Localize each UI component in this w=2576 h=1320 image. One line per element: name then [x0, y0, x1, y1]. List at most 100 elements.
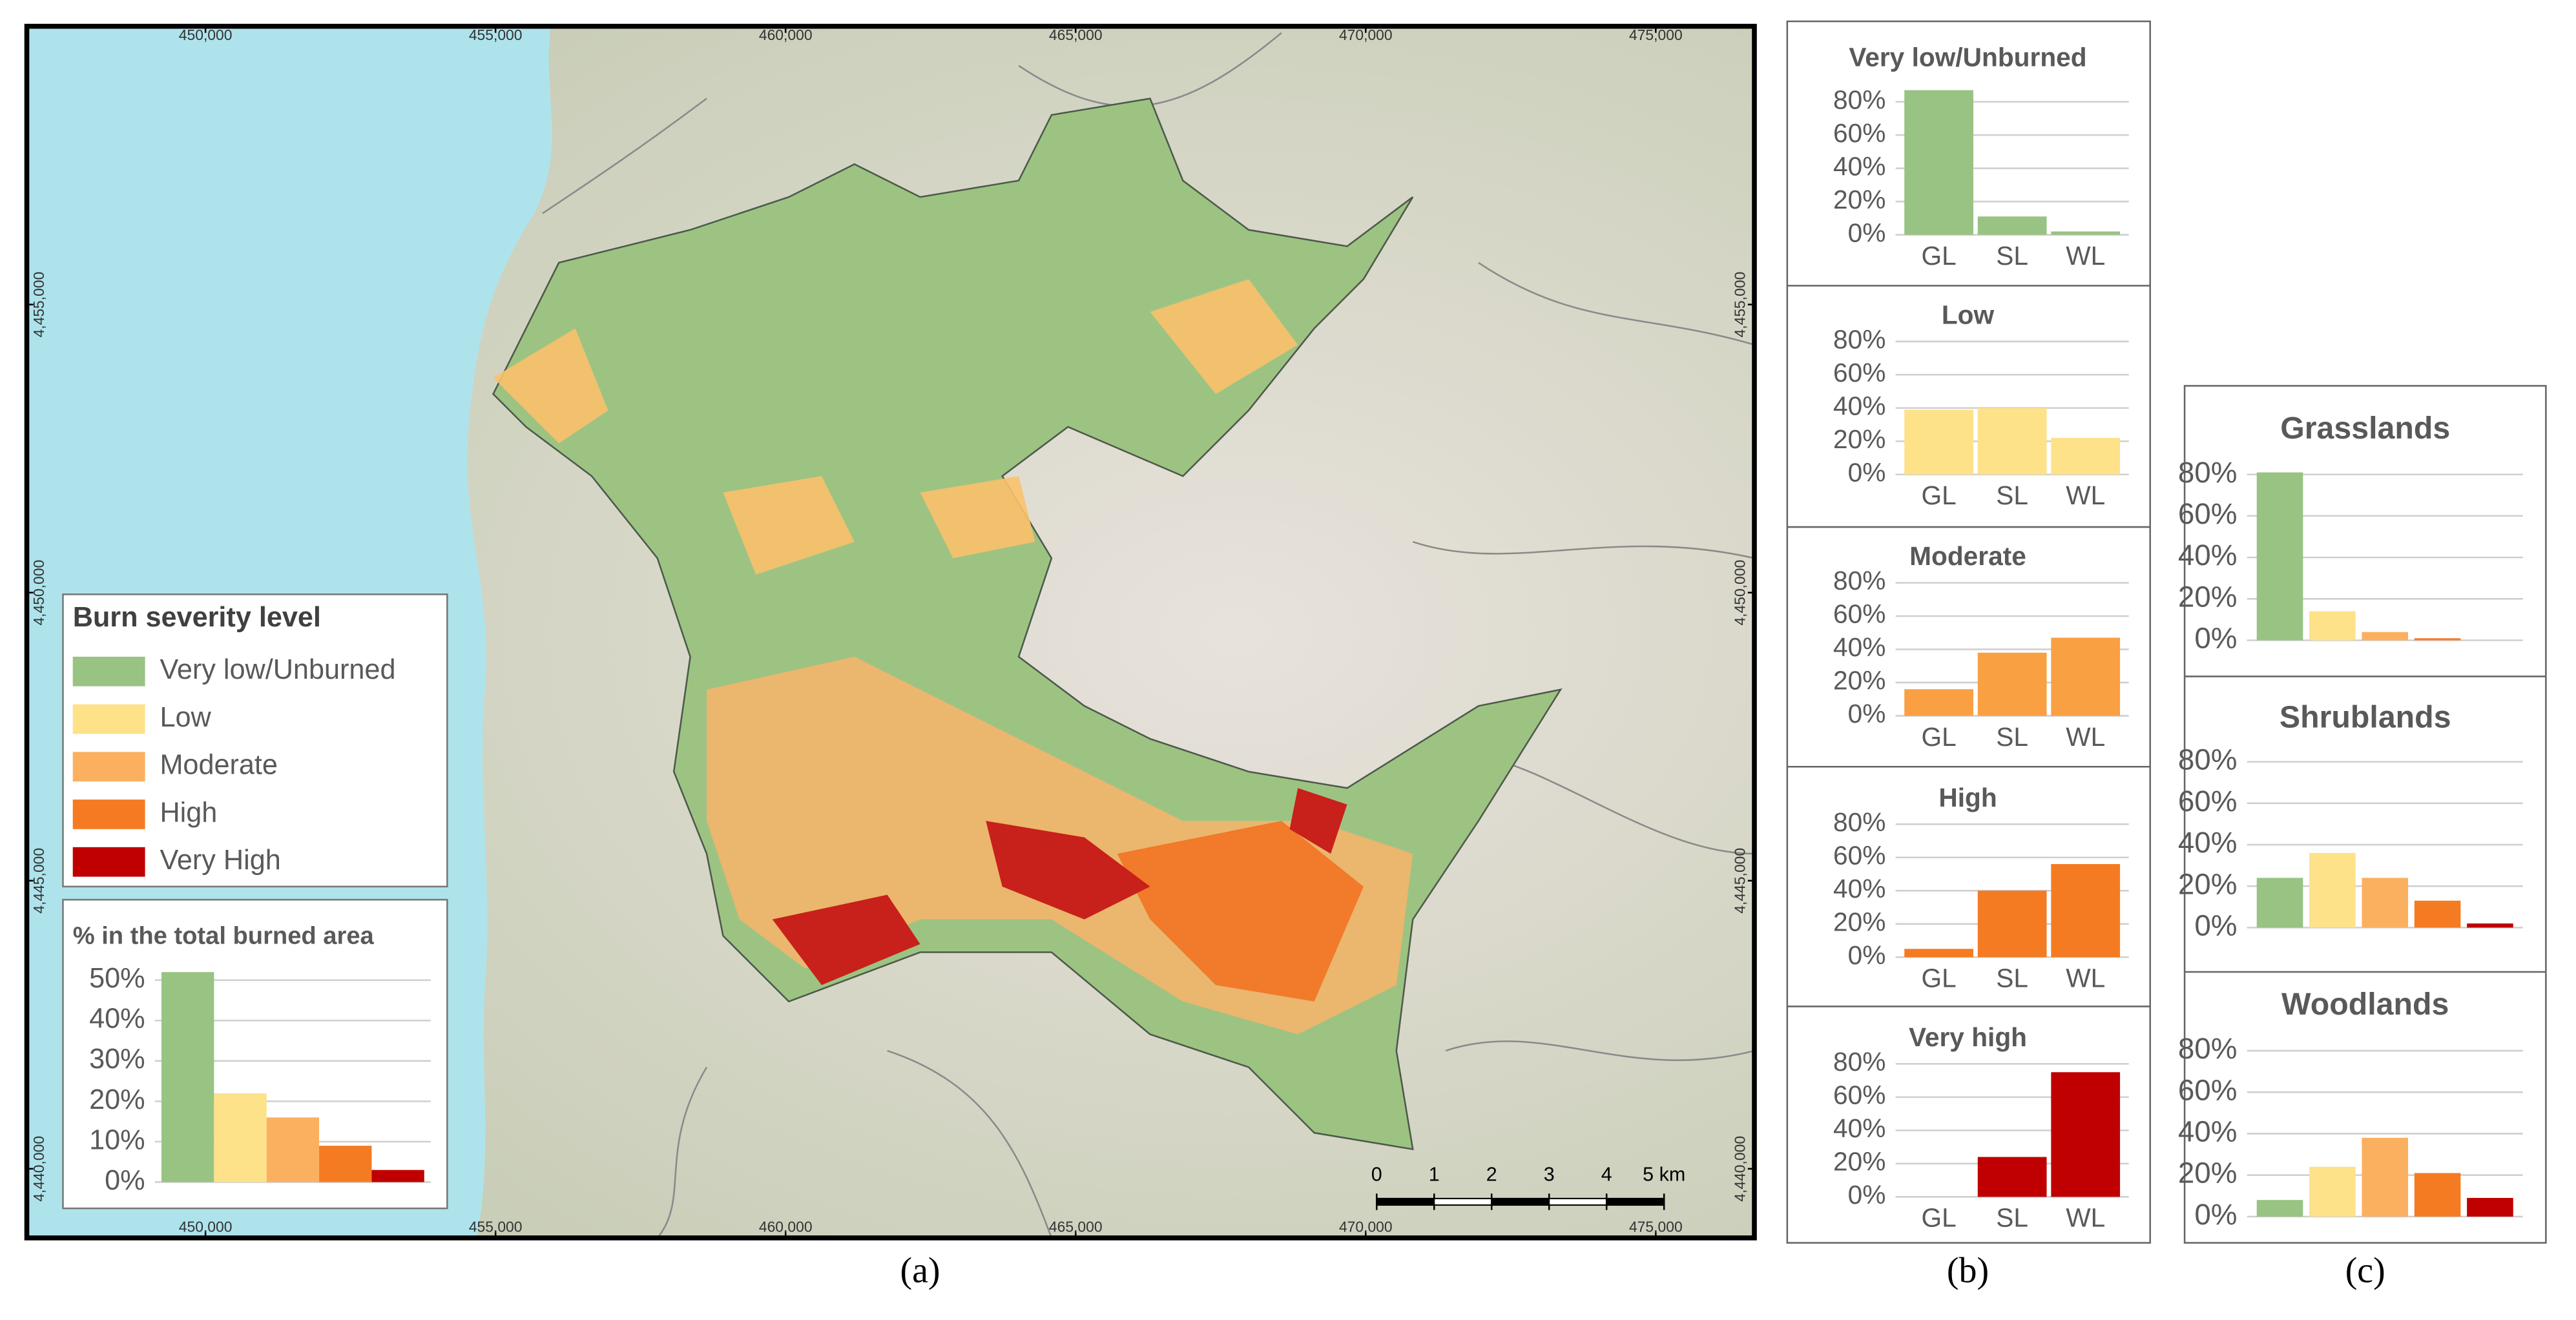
x-tick-label: WL	[2066, 241, 2105, 271]
y-tick-label: 80%	[1833, 807, 1885, 837]
scale-segment	[1548, 1197, 1608, 1206]
bar	[2362, 632, 2409, 641]
y-tick-label: 0%	[1848, 1180, 1886, 1210]
bar	[1904, 689, 1973, 716]
x-tick-label: GL	[1921, 1203, 1956, 1233]
legend-swatch	[72, 704, 145, 734]
y-tick-label: 60%	[1833, 118, 1885, 148]
y-tick-label: 40%	[89, 1004, 145, 1035]
panel-label: (b)	[1947, 1251, 1989, 1291]
panel-b-dividers	[1787, 285, 2150, 1007]
y-tick-label: 20%	[2178, 580, 2238, 613]
y-tick-label: 60%	[2178, 785, 2238, 818]
panel-frames	[1786, 20, 2547, 1244]
y-tick-label: 20%	[1833, 666, 1885, 696]
bar	[2414, 638, 2461, 641]
bar	[2362, 878, 2409, 928]
bar	[1904, 949, 1973, 958]
y-tick-label: 80%	[1833, 325, 1885, 355]
bar	[2051, 864, 2121, 958]
bar	[2256, 472, 2303, 641]
y-tick-label: 60%	[1833, 840, 1885, 870]
x-tick-label: SL	[1996, 963, 2028, 993]
x-tick-label: 450,000	[179, 1219, 233, 1235]
y-tick-label: 20%	[89, 1084, 145, 1115]
y-tick-label: 0%	[2194, 622, 2237, 655]
y-tick-label: 60%	[1833, 1080, 1885, 1110]
bar	[2414, 1173, 2461, 1217]
bar	[2414, 900, 2461, 928]
y-tick-label: 0%	[1848, 457, 1886, 487]
x-tick-label: 465,000	[1049, 26, 1103, 43]
very-high-zone	[772, 788, 1347, 985]
legend-swatch	[72, 656, 145, 686]
y-tick-label: 0%	[1848, 940, 1886, 970]
y-tick-label: 40%	[1833, 632, 1885, 662]
map	[24, 23, 1757, 1241]
y-tick-label: 4,455,000	[30, 272, 47, 338]
scale-label: 4	[1601, 1163, 1612, 1185]
bar	[161, 972, 214, 1182]
y-tick-label: 40%	[2178, 1115, 2238, 1148]
x-tick-label: GL	[1921, 480, 1956, 510]
panel-label: (c)	[2345, 1251, 2385, 1291]
y-tick-label: 4,440,000	[30, 1136, 47, 1202]
x-tick-label: GL	[1921, 963, 1956, 993]
y-tick-label: 4,445,000	[30, 848, 47, 914]
y-tick-label: 40%	[1833, 874, 1885, 903]
x-tick-label: 455,000	[469, 26, 523, 43]
low-zone	[493, 279, 1298, 575]
legend-label: Moderate	[160, 750, 278, 781]
map-frame	[24, 23, 1757, 1241]
y-tick-label: 80%	[1833, 1047, 1885, 1077]
y-tick-label: 80%	[2178, 456, 2238, 489]
x-tick-label: 475,000	[1629, 1219, 1683, 1235]
bar	[1977, 216, 2047, 235]
bar	[2051, 637, 2121, 716]
legend-swatch	[72, 752, 145, 782]
chart-title: High	[1938, 783, 1997, 812]
x-tick-label: 460,000	[759, 26, 813, 43]
scale-segment	[1606, 1197, 1665, 1206]
scale-label: 5 km	[1643, 1163, 1685, 1185]
legend-box	[62, 593, 448, 888]
chart-title: % in the total burned area	[73, 922, 375, 950]
x-tick-label: WL	[2066, 963, 2105, 993]
y-tick-label: 4,455,000	[1732, 272, 1749, 338]
y-tick-label: 60%	[2178, 1073, 2238, 1106]
bar	[2309, 852, 2356, 928]
bar	[319, 1146, 372, 1182]
bar	[2256, 1200, 2303, 1217]
chart-title: Moderate	[1909, 541, 2026, 571]
high-zone	[1117, 821, 1364, 1002]
bar	[2309, 611, 2356, 641]
bar	[2467, 923, 2513, 928]
x-tick-label: 475,000	[1629, 26, 1683, 43]
x-tick-label: GL	[1921, 241, 1956, 271]
y-tick-label: 0%	[2194, 1198, 2237, 1231]
bar	[2362, 1137, 2409, 1217]
bar	[1904, 409, 1973, 475]
y-tick-label: 80%	[2178, 743, 2238, 776]
y-tick-label: 0%	[1848, 218, 1886, 247]
y-tick-label: 20%	[1833, 907, 1885, 936]
panel-c-dividers	[2185, 675, 2546, 973]
legend-label: Very low/Unburned	[160, 654, 395, 685]
legend-title: Burn severity level	[73, 602, 321, 633]
panel-label: (a)	[900, 1251, 940, 1291]
chart-title: Very low/Unburned	[1849, 42, 2086, 72]
y-tick-label: 20%	[2178, 1157, 2238, 1190]
x-tick-label: 470,000	[1339, 26, 1393, 43]
y-tick-label: 40%	[1833, 151, 1885, 181]
y-tick-label: 4,445,000	[1732, 848, 1749, 914]
bar	[371, 1170, 424, 1182]
y-tick-label: 4,440,000	[1732, 1136, 1749, 1202]
chart-title: Shrublands	[2280, 699, 2451, 734]
chart-title: Low	[1942, 300, 1995, 329]
y-tick-label: 20%	[1833, 1147, 1885, 1177]
bar	[1977, 407, 2047, 475]
y-tick-label: 80%	[2178, 1032, 2238, 1065]
bar	[2309, 1166, 2356, 1217]
